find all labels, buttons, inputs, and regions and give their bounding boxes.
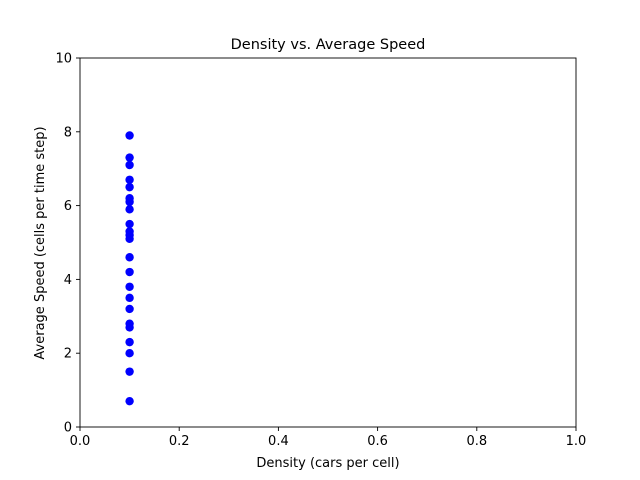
plot-area: 0.0 0.2 0.4 0.6 0.8 1.0 0 2 4 6 8 10 — [55, 52, 586, 450]
data-point — [125, 396, 134, 406]
data-point — [125, 267, 134, 277]
data-point — [125, 304, 134, 314]
x-tick-label: 0.8 — [466, 434, 487, 449]
y-tick-label: 8 — [64, 125, 72, 140]
data-point — [125, 205, 134, 214]
data-point — [125, 367, 134, 376]
y-tick-label: 4 — [64, 273, 72, 288]
data-point — [125, 182, 134, 192]
data-point — [125, 349, 134, 358]
data-point — [125, 175, 134, 184]
y-tick-label: 2 — [64, 347, 72, 362]
y-tick-label: 6 — [64, 199, 72, 214]
x-axis-label: Density (cars per cell) — [256, 456, 399, 471]
y-axis-label: Average Speed (cells per time step) — [33, 126, 48, 359]
data-point — [125, 153, 134, 162]
y-tick-label: 0 — [64, 421, 72, 436]
y-tick-label: 10 — [55, 52, 72, 67]
data-point — [125, 323, 134, 332]
data-point — [125, 337, 134, 347]
data-point — [125, 253, 134, 262]
data-point — [125, 197, 134, 207]
chart-title: Density vs. Average Speed — [231, 37, 426, 53]
axes-frame — [79, 57, 577, 428]
x-tick-label: 0.4 — [268, 434, 289, 449]
x-tick-label: 0.2 — [169, 434, 190, 449]
data-point — [125, 293, 134, 303]
data-point — [125, 282, 134, 291]
data-point — [125, 160, 134, 170]
data-point — [125, 219, 134, 229]
data-point — [125, 131, 134, 140]
x-tick-label: 0.0 — [70, 434, 91, 449]
data-point — [125, 234, 134, 244]
x-tick-label: 0.6 — [367, 434, 388, 449]
x-tick-label: 1.0 — [566, 434, 587, 449]
